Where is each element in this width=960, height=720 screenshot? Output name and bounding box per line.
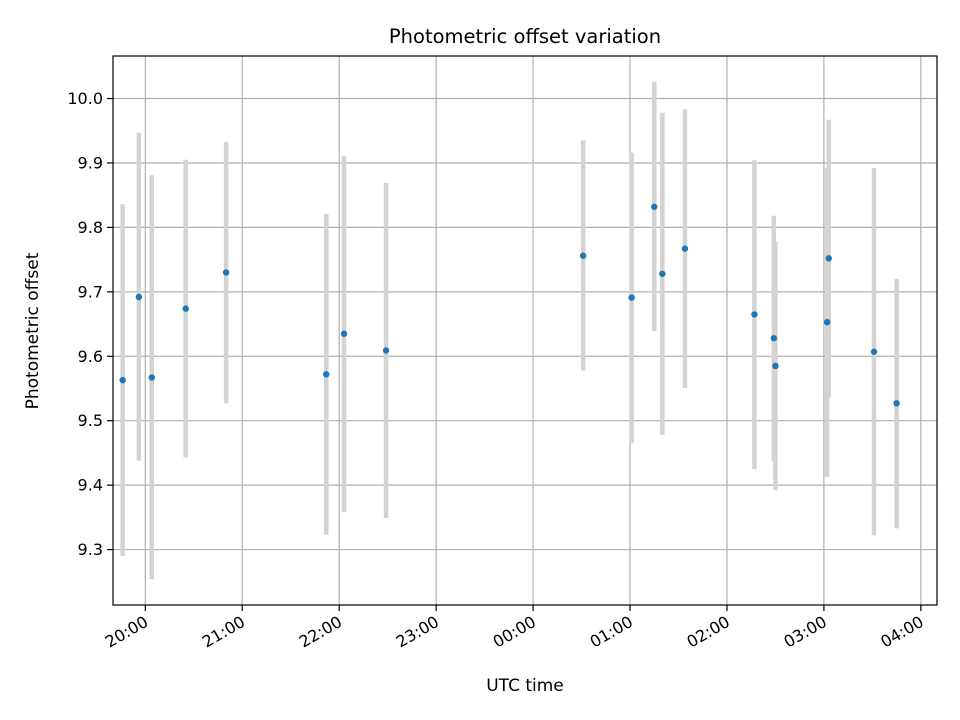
data-point xyxy=(579,252,587,259)
y-tick-label: 10.0 xyxy=(67,89,103,108)
data-points xyxy=(119,203,900,407)
data-point xyxy=(772,362,779,370)
data-point xyxy=(382,347,390,354)
data-point xyxy=(222,269,230,276)
y-tick-label: 9.3 xyxy=(78,540,103,559)
y-tick-label: 9.7 xyxy=(78,282,103,301)
x-axis-title: UTC time xyxy=(486,676,564,696)
y-tick-label: 9.4 xyxy=(78,476,103,495)
axes-frame xyxy=(112,55,938,606)
data-point xyxy=(751,311,758,318)
data-point xyxy=(825,255,832,262)
data-point xyxy=(651,203,658,210)
data-point xyxy=(628,294,635,301)
y-axis-title: Photometric offset xyxy=(23,252,43,409)
data-point xyxy=(893,400,900,407)
data-point xyxy=(323,371,330,378)
data-point xyxy=(770,335,778,342)
y-tick-label: 9.5 xyxy=(78,411,103,430)
data-point xyxy=(340,330,348,337)
data-point xyxy=(182,305,189,312)
y-tick-label: 9.8 xyxy=(78,218,103,237)
y-tick-label: 9.6 xyxy=(78,347,103,366)
plot-area xyxy=(113,56,937,605)
grid xyxy=(113,56,937,605)
chart-title: Photometric offset variation xyxy=(389,25,661,48)
data-point xyxy=(119,376,126,384)
data-point xyxy=(681,245,689,252)
data-point xyxy=(135,293,143,301)
data-point xyxy=(870,348,878,355)
data-point xyxy=(659,270,666,277)
data-point xyxy=(148,374,155,381)
y-tick-label: 9.9 xyxy=(78,153,103,172)
data-point xyxy=(823,318,831,326)
